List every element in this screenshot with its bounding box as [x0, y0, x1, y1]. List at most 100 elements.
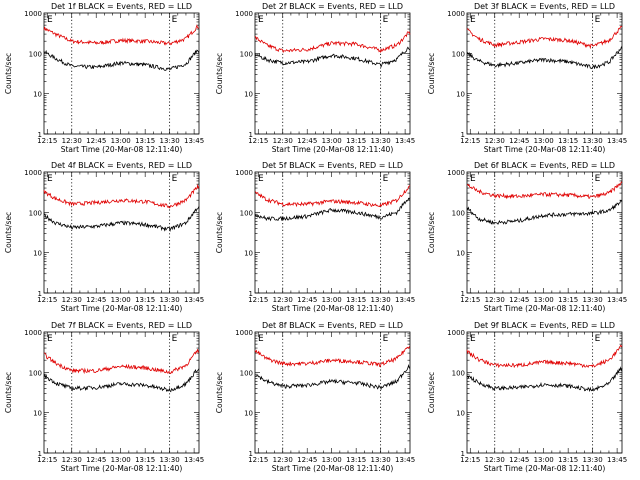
- x-axis-label: Start Time (20-Mar-08 12:11:40): [272, 464, 394, 473]
- x-tick-label: 13:45: [395, 456, 415, 464]
- x-tick-label: 12:45: [297, 296, 317, 304]
- y-tick-label: 1: [249, 450, 253, 458]
- x-axis-label: Start Time (20-Mar-08 12:11:40): [272, 145, 394, 154]
- x-tick-label: 12:45: [509, 137, 529, 145]
- y-tick-label: 1000: [447, 169, 465, 177]
- x-tick-label: 12:45: [86, 137, 106, 145]
- x-tick-label: 12:15: [248, 296, 268, 304]
- x-tick-label: 12:45: [509, 456, 529, 464]
- y-tick-label: 10: [456, 410, 465, 418]
- y-tick-label: 100: [452, 369, 465, 377]
- y-tick-label: 1: [249, 131, 253, 139]
- plot-frame: [43, 171, 200, 294]
- x-axis-label: Start Time (20-Mar-08 12:11:40): [484, 464, 606, 473]
- x-tick-label: 13:30: [583, 296, 603, 304]
- x-axis-label: Start Time (20-Mar-08 12:11:40): [484, 145, 606, 154]
- x-tick-label: 12:30: [62, 456, 82, 464]
- y-axis-label: Counts/sec: [215, 53, 224, 94]
- x-tick-label: 13:00: [322, 456, 342, 464]
- y-tick-label: 1000: [24, 329, 42, 337]
- y-tick-label: 100: [29, 209, 42, 217]
- x-tick-label: 12:30: [62, 296, 82, 304]
- plot-frame: [466, 331, 623, 454]
- x-tick-label: 13:30: [160, 456, 180, 464]
- y-axis-label: Counts/sec: [215, 212, 224, 253]
- x-tick-label: 13:45: [395, 137, 415, 145]
- interval-marker: E: [47, 15, 53, 25]
- series-line-lld: [254, 30, 411, 54]
- chart-title: Det 3f BLACK = Events, RED = LLD: [474, 2, 615, 11]
- x-tick-label: 13:00: [534, 137, 554, 145]
- chart-title: Det 6f BLACK = Events, RED = LLD: [474, 161, 615, 170]
- series-line-lld: [43, 183, 200, 209]
- x-tick-label: 12:15: [460, 456, 480, 464]
- y-tick-label: 100: [240, 209, 253, 217]
- x-tick-label: 12:45: [509, 296, 529, 304]
- chart-title: Det 1f BLACK = Events, RED = LLD: [51, 2, 192, 11]
- x-tick-label: 12:15: [248, 137, 268, 145]
- y-axis-label: Counts/sec: [215, 372, 224, 413]
- x-axis-label: Start Time (20-Mar-08 12:11:40): [61, 145, 183, 154]
- x-tick-label: 12:15: [37, 296, 57, 304]
- interval-marker: E: [383, 15, 389, 25]
- y-axis-label: Counts/sec: [4, 212, 13, 253]
- series-line-lld: [43, 24, 200, 46]
- x-tick-label: 12:45: [297, 456, 317, 464]
- series-line-events: [466, 46, 623, 70]
- chart-panel: Det 8f BLACK = Events, RED = LLD 1 10 100 10…: [215, 321, 415, 473]
- y-axis-label: Counts/sec: [427, 53, 436, 94]
- chart-panel: Det 1f BLACK = Events, RED = LLD 1 10 100 10…: [4, 2, 204, 154]
- series-line-events: [43, 368, 200, 393]
- y-tick-label: 10: [244, 91, 253, 99]
- plot-frame: [466, 12, 623, 135]
- interval-marker: E: [258, 174, 264, 184]
- x-tick-label: 13:00: [111, 296, 131, 304]
- x-tick-label: 12:45: [86, 296, 106, 304]
- x-axis-label: Start Time (20-Mar-08 12:11:40): [484, 304, 606, 313]
- y-axis-label: Counts/sec: [4, 53, 13, 94]
- interval-marker: E: [383, 174, 389, 184]
- x-axis-label: Start Time (20-Mar-08 12:11:40): [272, 304, 394, 313]
- series-line-events: [254, 363, 411, 390]
- x-tick-label: 13:45: [607, 296, 627, 304]
- x-tick-label: 13:30: [160, 296, 180, 304]
- x-tick-label: 13:45: [607, 137, 627, 145]
- interval-marker: E: [47, 174, 53, 184]
- interval-marker: E: [470, 174, 476, 184]
- x-tick-label: 12:15: [460, 137, 480, 145]
- chart-panel: Det 5f BLACK = Events, RED = LLD 1 10 100 10…: [215, 161, 415, 313]
- x-tick-label: 13:15: [346, 296, 366, 304]
- interval-marker: E: [47, 334, 53, 344]
- chart-panel: Det 4f BLACK = Events, RED = LLD 1 10 100 10…: [4, 161, 204, 313]
- series-line-events: [254, 46, 411, 68]
- series-line-lld: [466, 181, 623, 200]
- y-tick-label: 1000: [24, 10, 42, 18]
- x-tick-label: 13:30: [371, 296, 391, 304]
- y-tick-label: 1: [461, 450, 465, 458]
- chart-title: Det 7f BLACK = Events, RED = LLD: [51, 321, 192, 330]
- interval-marker: E: [258, 334, 264, 344]
- x-tick-label: 13:45: [184, 456, 204, 464]
- x-tick-label: 13:00: [111, 456, 131, 464]
- x-tick-label: 12:30: [273, 137, 293, 145]
- series-line-events: [254, 197, 411, 222]
- y-tick-label: 100: [29, 50, 42, 58]
- y-tick-label: 1000: [235, 10, 253, 18]
- x-tick-label: 13:00: [322, 137, 342, 145]
- series-line-events: [466, 199, 623, 226]
- interval-marker: E: [470, 334, 476, 344]
- chart-panel: Det 2f BLACK = Events, RED = LLD 1 10 100 10…: [215, 2, 415, 154]
- series-line-events: [466, 366, 623, 393]
- chart-title: Det 5f BLACK = Events, RED = LLD: [262, 161, 403, 170]
- series-line-lld: [466, 344, 623, 369]
- y-tick-label: 100: [452, 209, 465, 217]
- x-tick-label: 13:00: [111, 137, 131, 145]
- interval-marker: E: [470, 15, 476, 25]
- y-tick-label: 10: [244, 410, 253, 418]
- interval-marker: E: [172, 334, 178, 344]
- x-tick-label: 13:15: [558, 137, 578, 145]
- chart-title: Det 9f BLACK = Events, RED = LLD: [474, 321, 615, 330]
- interval-marker: E: [383, 334, 389, 344]
- x-tick-label: 13:15: [346, 137, 366, 145]
